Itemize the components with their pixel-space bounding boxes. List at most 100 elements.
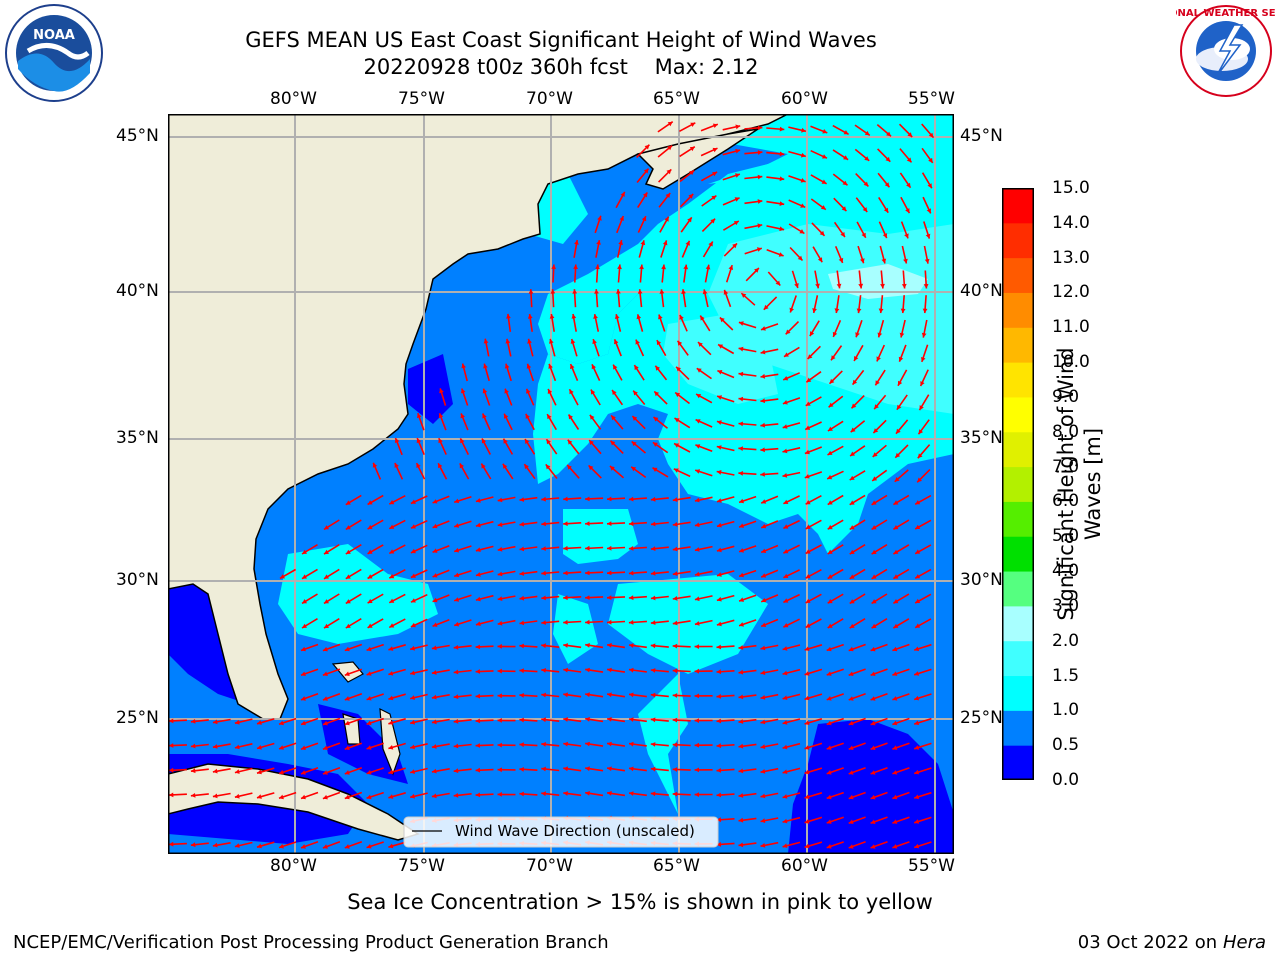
wave-direction-arrowhead: [757, 125, 763, 131]
wave-direction-arrowhead: [898, 380, 903, 386]
wave-direction-arrowhead: [345, 574, 351, 579]
wave-direction-arrowhead: [631, 441, 637, 447]
wave-direction-arrowhead: [637, 289, 643, 294]
wave-direction-arrowhead: [497, 792, 502, 797]
wave-direction-arrowhead: [760, 422, 765, 428]
wave-direction-arrowhead: [438, 413, 444, 419]
colorbar-bin: [1002, 640, 1034, 677]
wave-direction-arrowhead: [641, 216, 647, 222]
wave-direction-arrowhead: [614, 339, 619, 345]
wave-direction-arrowhead: [610, 440, 616, 446]
wave-direction-arrowhead: [687, 217, 692, 223]
wave-direction-arrowhead: [862, 207, 868, 212]
wave-direction-arrowhead: [716, 768, 722, 773]
wave-direction-arrowhead: [190, 719, 196, 724]
wave-region-low: [408, 354, 453, 424]
wave-direction-arrowhead: [928, 157, 933, 163]
wave-direction-arrowhead: [782, 400, 788, 405]
wave-direction-arrowhead: [432, 573, 438, 578]
colorbar-tick-label: 1.0: [1052, 700, 1080, 721]
wave-direction-arrowhead: [324, 525, 329, 530]
wave-direction-arrowhead: [716, 669, 722, 675]
wave-direction-arrowhead: [732, 243, 737, 249]
wave-direction-arrowhead: [898, 356, 904, 362]
colorbar-tick-label: 15.0: [1052, 178, 1090, 198]
wave-direction-arrowhead: [863, 181, 869, 187]
wave-direction-arrowhead: [848, 770, 854, 775]
wave-direction-arrowhead: [850, 451, 855, 456]
wave-direction-arrowhead: [698, 342, 703, 347]
wave-direction-arrowhead: [279, 769, 284, 775]
wave-direction-arrowhead: [367, 574, 373, 579]
wave-direction-arrowhead: [585, 619, 590, 625]
wave-direction-arrowhead: [324, 599, 329, 604]
wave-direction-arrowhead: [712, 147, 718, 153]
wave-direction-arrowhead: [234, 769, 240, 774]
wave-direction-arrowhead: [410, 769, 415, 774]
wave-direction-arrowhead: [607, 741, 612, 747]
wave-direction-arrowhead: [679, 314, 684, 320]
wave-direction-arrowhead: [783, 573, 789, 578]
wave-direction-arrowhead: [410, 598, 416, 603]
wave-direction-arrowhead: [738, 743, 744, 749]
wave-direction-arrowhead: [650, 766, 656, 772]
wave-direction-arrowhead: [506, 313, 511, 319]
wave-direction-arrowhead: [541, 521, 546, 527]
wave-direction-arrowhead: [620, 191, 625, 197]
wave-direction-arrowhead: [607, 619, 612, 625]
wave-direction-arrowhead: [918, 429, 924, 435]
wave-direction-arrowhead: [475, 767, 481, 773]
wave-direction-arrowhead: [505, 338, 511, 344]
wave-direction-arrowhead: [607, 545, 612, 551]
wave-direction-arrowhead: [804, 720, 810, 725]
wave-direction-arrowhead: [800, 178, 806, 183]
wave-direction-arrowhead: [723, 289, 729, 295]
wave-direction-arrowhead: [650, 692, 656, 698]
wave-direction-arrowhead: [826, 696, 832, 701]
legend-label: Wind Wave Direction (unscaled): [455, 822, 695, 840]
wave-direction-arrowhead: [502, 463, 508, 469]
wave-direction-arrowhead: [827, 474, 833, 480]
wave-direction-arrowhead: [454, 523, 460, 528]
run-date: 03 Oct 2022 on: [1077, 932, 1223, 953]
wave-direction-arrowhead: [738, 645, 744, 650]
wave-direction-arrowhead: [826, 844, 832, 849]
wave-direction-arrowhead: [843, 130, 849, 135]
wave-direction-arrowhead: [482, 413, 487, 419]
colorbar-bin: [1002, 188, 1034, 224]
wave-direction-arrowhead: [635, 339, 640, 345]
wave-direction-arrowhead: [892, 671, 898, 676]
wave-direction-arrowhead: [849, 525, 855, 530]
colorbar-bin: [1002, 536, 1034, 572]
wave-direction-arrowhead: [504, 413, 509, 419]
noaa-logo-text: NOAA: [33, 28, 75, 43]
wave-direction-arrowhead: [716, 694, 722, 699]
wave-direction-arrowhead: [607, 643, 612, 648]
wave-direction-arrowhead: [760, 769, 766, 774]
wave-direction-arrowhead: [761, 326, 766, 331]
wave-direction-arrowhead: [389, 549, 395, 554]
wave-direction-arrowhead: [717, 395, 722, 400]
lon-label-top: 60°W: [781, 89, 828, 109]
wave-direction-arrowhead: [453, 669, 459, 675]
wave-direction-arrowhead: [672, 596, 678, 601]
colorbar-tick-label: 0.5: [1052, 735, 1080, 756]
wave-direction-arrowhead: [345, 599, 351, 604]
wind-wave-map: Wind Wave Direction (unscaled): [168, 114, 954, 854]
wave-direction-arrowhead: [567, 464, 572, 470]
wave-direction-arrowhead: [838, 257, 844, 263]
wave-direction-arrowhead: [915, 549, 921, 554]
wave-direction-arrowhead: [497, 767, 502, 773]
wave-direction-arrowhead: [563, 741, 568, 747]
wave-direction-arrowhead: [892, 844, 898, 849]
wave-direction-arrowhead: [410, 548, 416, 554]
wave-region-high: [608, 574, 768, 674]
wave-direction-arrowhead: [431, 744, 437, 749]
wave-direction-arrowhead: [345, 525, 351, 530]
wave-direction-arrowhead: [410, 573, 416, 578]
wave-direction-arrowhead: [782, 670, 788, 676]
wave-direction-arrowhead: [367, 500, 373, 505]
wave-direction-arrowhead: [672, 693, 678, 698]
wave-direction-arrowhead: [546, 439, 551, 445]
wave-direction-arrowhead: [914, 819, 920, 824]
